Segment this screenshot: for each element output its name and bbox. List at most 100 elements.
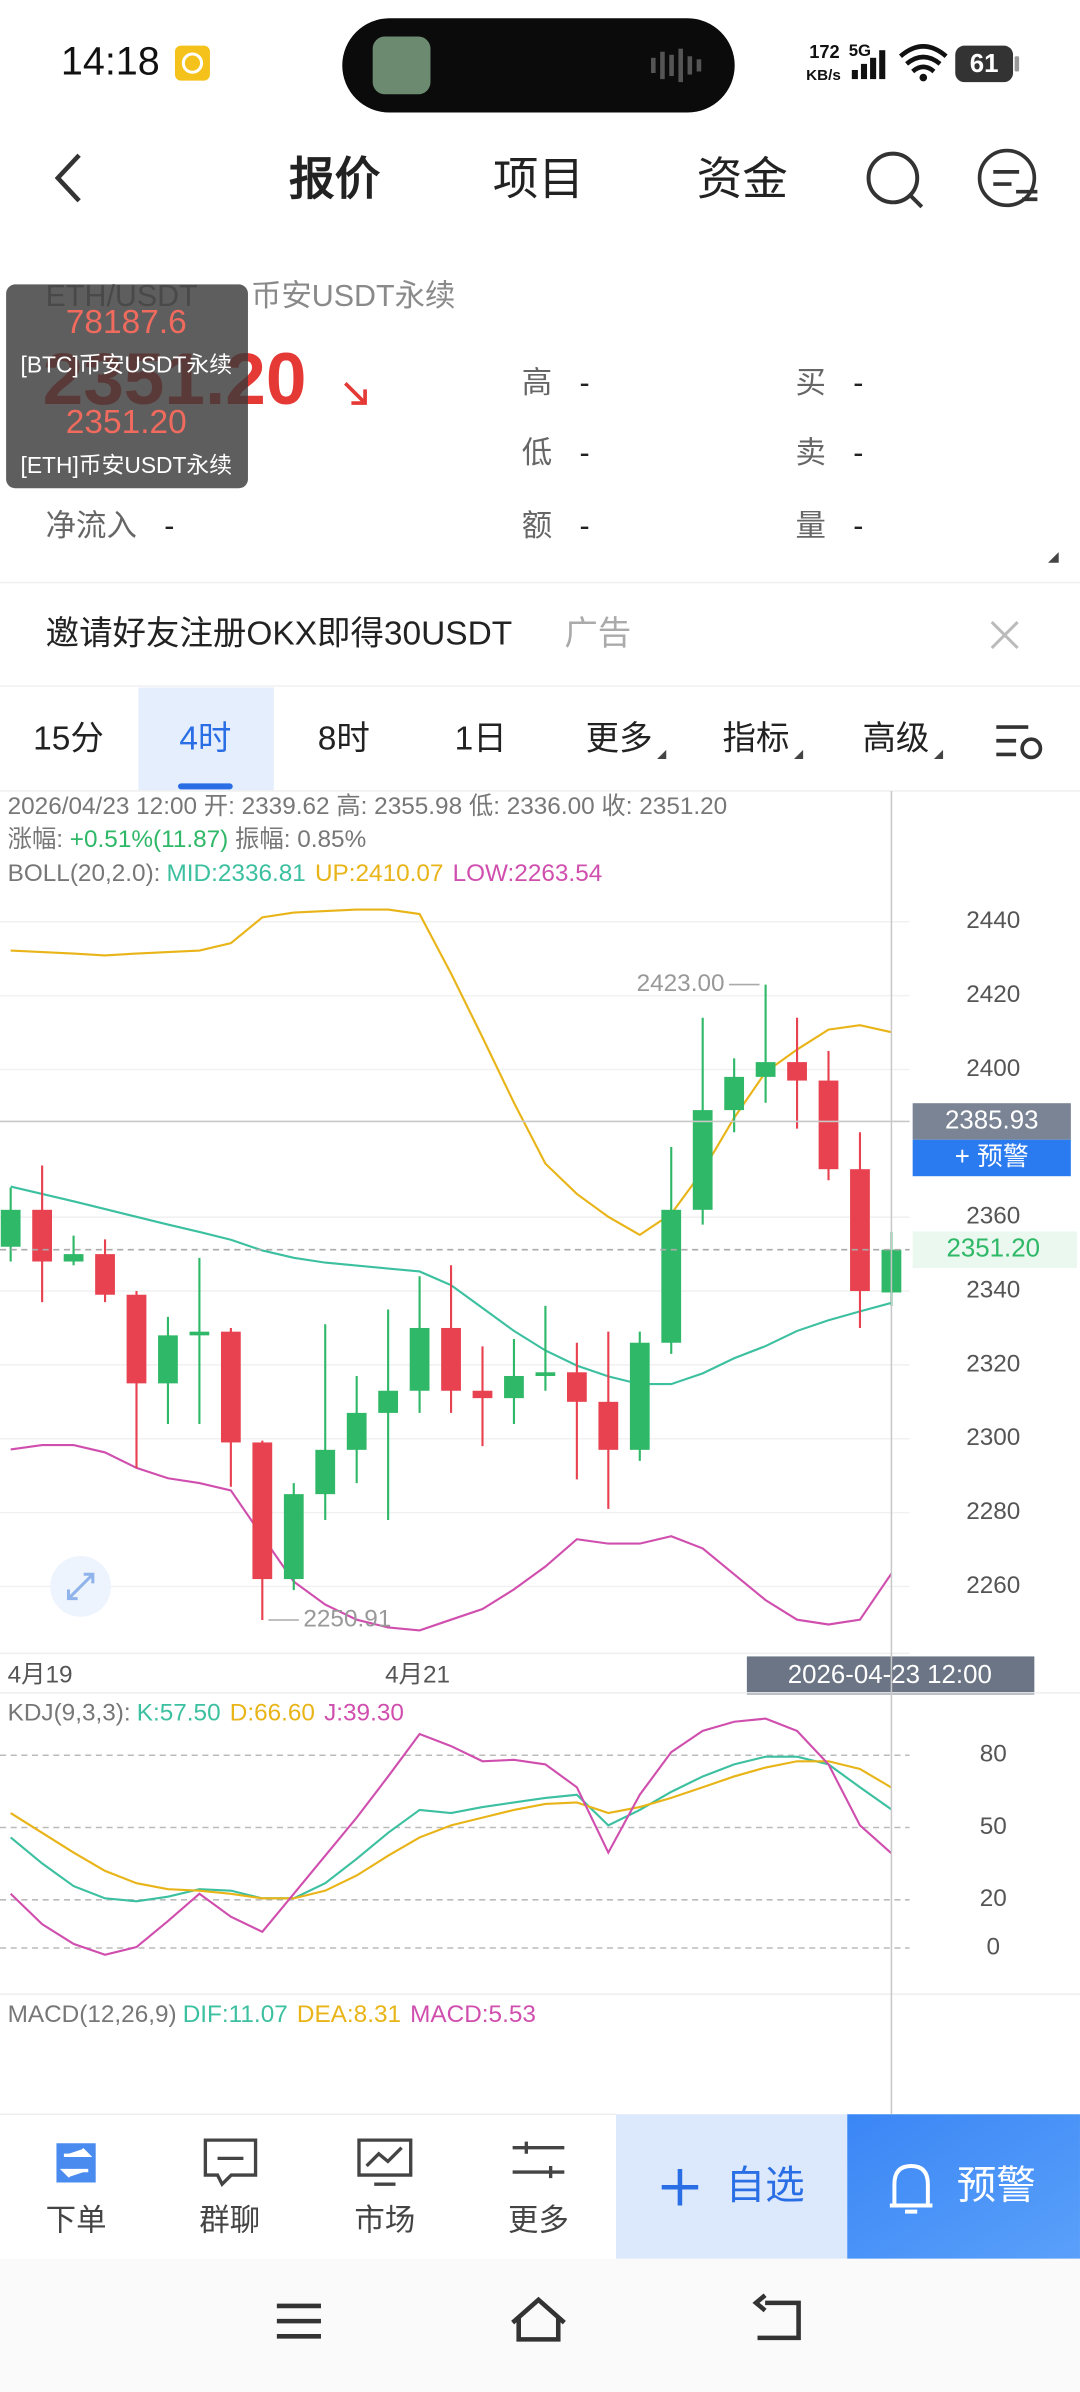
candle-body: [252, 1442, 273, 1580]
bottom-tab[interactable]: 市场: [354, 2203, 415, 2237]
bottom-icon: [512, 2141, 565, 2179]
interval-tab[interactable]: 8时: [318, 721, 370, 758]
change-info: 涨幅: +0.51%(11.87) 振幅: 0.85%: [8, 827, 367, 854]
candle-body: [378, 1390, 399, 1413]
stat-value: -: [164, 509, 174, 543]
ad-tag: 广告: [564, 616, 631, 653]
kdj-line: [9, 1717, 893, 1956]
stat-value: -: [853, 436, 863, 470]
y-tick-label: 50: [980, 1813, 1007, 1840]
expand-corner: [1048, 552, 1059, 563]
float-name: [BTC]币安USDT永续: [21, 352, 233, 378]
candle-body: [724, 1076, 745, 1111]
notification-icon-mark: [181, 52, 204, 74]
home-key[interactable]: [511, 2296, 566, 2342]
bottom-tab[interactable]: 群聊: [199, 2203, 260, 2237]
interval-tab[interactable]: 4时: [179, 721, 231, 758]
indicator-legend: MACD:5.53: [410, 2001, 536, 2028]
candle-body: [504, 1375, 524, 1399]
battery-tip: [1014, 56, 1020, 72]
wifi-icon: [898, 44, 948, 74]
candle-body: [692, 1110, 713, 1210]
nav-tab[interactable]: 资金: [697, 154, 788, 205]
float-price: 78187.6: [66, 304, 187, 341]
change-value: +0.51%(11.87): [70, 827, 228, 854]
ad-text[interactable]: 邀请好友注册OKX即得30USDT: [46, 616, 513, 653]
candle-body: [818, 1080, 839, 1170]
search-handle: [909, 194, 924, 209]
bell-icon: [889, 2163, 933, 2214]
last-price-label: 2351.20: [947, 1235, 1040, 1263]
candle-body: [158, 1335, 178, 1384]
notification-icon: [174, 45, 210, 81]
float-price: 2351.20: [66, 404, 187, 441]
bottom-icon: [203, 2138, 258, 2188]
plot-area: [9, 1717, 893, 1956]
y-tick-label: 2420: [966, 981, 1020, 1008]
candle-body: [850, 1169, 870, 1292]
crosshair-price: 2385.93: [945, 1106, 1038, 1134]
indicator-legend: MID:2336.81: [167, 860, 306, 887]
message-button[interactable]: [977, 148, 1037, 208]
interval-tab[interactable]: 更多: [586, 721, 653, 758]
float-window[interactable]: [6, 284, 248, 489]
indicator-legend: D:66.60: [230, 1700, 315, 1727]
boll-line: [10, 908, 892, 1237]
nav-tab[interactable]: 报价: [289, 154, 381, 205]
tab-highlight: [138, 687, 274, 791]
x-tick-label: 4月19: [8, 1662, 73, 1689]
interval-tab[interactable]: 1日: [455, 721, 507, 758]
y-tick-label: 2440: [966, 907, 1020, 934]
alert-button[interactable]: [847, 2114, 1080, 2259]
status-time: 14:18: [61, 39, 160, 83]
bottom-tab[interactable]: 更多: [508, 2203, 569, 2237]
alert-label: 预警: [957, 2164, 1036, 2208]
ad-close[interactable]: [990, 621, 1019, 650]
indicator-legend: K:57.50: [137, 1700, 221, 1727]
stat-label: 高: [522, 366, 552, 400]
amplitude-value: 0.85%: [297, 827, 366, 854]
indicator-legend: UP:2410.07: [315, 860, 444, 887]
price-alert-button[interactable]: [912, 1139, 1071, 1177]
interval-tab[interactable]: 高级: [862, 721, 929, 758]
dropdown-mark: [794, 749, 804, 760]
candle-body: [755, 1062, 776, 1077]
boll-line: [10, 1443, 893, 1632]
search-button[interactable]: [866, 151, 920, 205]
stat-label: 额: [522, 509, 552, 543]
back-button[interactable]: [54, 153, 81, 203]
candle-body: [189, 1331, 210, 1336]
kdj-line: [10, 1760, 892, 1900]
battery: [955, 45, 1014, 83]
candle-body: [346, 1412, 367, 1450]
battery-level: 61: [970, 50, 999, 78]
kdj-line: [9, 1755, 893, 1903]
menu-key[interactable]: [276, 2303, 321, 2339]
back-key[interactable]: [752, 2293, 801, 2341]
price-alert-label: + 预警: [955, 1142, 1029, 1171]
stat-label: 量: [796, 509, 826, 543]
message-lines: [993, 170, 1038, 202]
candle-body: [315, 1449, 336, 1495]
watch-button[interactable]: [616, 2114, 848, 2259]
y-tick-label: 80: [980, 1741, 1007, 1768]
interval-tab[interactable]: 15分: [33, 721, 104, 758]
stat-value: -: [580, 366, 590, 400]
fullscreen-button[interactable]: [50, 1556, 112, 1617]
interval-tab[interactable]: 指标: [723, 721, 790, 758]
bottom-tab[interactable]: 下单: [46, 2203, 107, 2237]
nav-tab[interactable]: 项目: [493, 154, 584, 205]
network-type: 5G: [849, 41, 871, 60]
down-arrow: [344, 382, 367, 405]
candle-body: [472, 1390, 493, 1399]
chart-settings[interactable]: [996, 725, 1043, 760]
crosshair-time-tag: [746, 1656, 1035, 1695]
indicator-legend: DEA:8.31: [297, 2001, 401, 2028]
max-label: 2423.00: [637, 970, 725, 997]
island-waveform: [651, 48, 702, 83]
candle-body: [629, 1342, 650, 1450]
y-tick-label: 2400: [966, 1055, 1020, 1082]
system-nav: [0, 2258, 1080, 2392]
